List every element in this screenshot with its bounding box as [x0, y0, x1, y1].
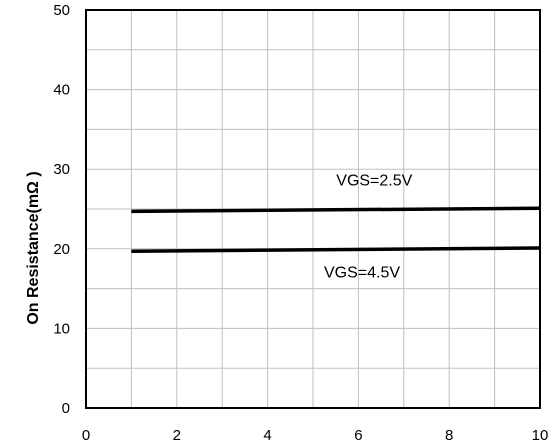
- y-tick-label: 20: [53, 241, 70, 258]
- y-axis-label: On Resistance(mΩ ): [25, 171, 42, 324]
- x-tick-label: 2: [173, 427, 181, 444]
- y-tick-label: 30: [53, 161, 70, 178]
- x-tick-label: 0: [82, 427, 90, 444]
- series-line-1: [131, 206, 541, 214]
- y-axis-ticks: 0 10 20 30 40 50: [53, 2, 70, 417]
- series-label-1: VGS=2.5V: [336, 172, 412, 189]
- y-tick-label: 50: [53, 2, 70, 19]
- series-lines: [131, 206, 541, 253]
- x-axis-ticks: 0 2 4 6 8 10: [82, 427, 549, 444]
- y-tick-label: 40: [53, 82, 70, 99]
- plot-frame: [85, 9, 541, 409]
- series-annotations: VGS=2.5V VGS=4.5V: [324, 172, 413, 281]
- x-tick-label: 10: [532, 427, 549, 444]
- series-label-2: VGS=4.5V: [324, 264, 400, 281]
- y-tick-label: 0: [62, 400, 70, 417]
- x-tick-label: 8: [445, 427, 453, 444]
- y-tick-label: 10: [53, 320, 70, 337]
- series-line-2: [131, 246, 541, 253]
- x-tick-label: 4: [263, 427, 271, 444]
- x-tick-label: 6: [354, 427, 362, 444]
